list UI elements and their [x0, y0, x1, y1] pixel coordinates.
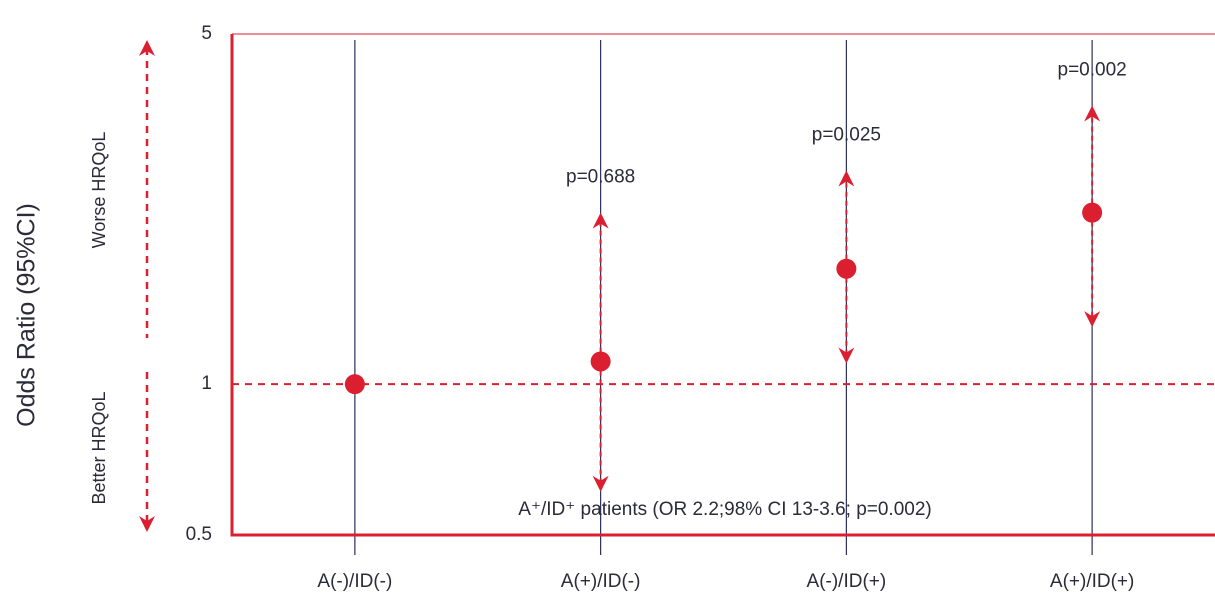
x-tick-label: A(+)/ID(-)	[561, 571, 641, 592]
x-tick-label: A(-)/ID(+)	[807, 571, 887, 592]
point	[344, 374, 365, 395]
y-tick-label: 5	[201, 23, 212, 44]
y-tick-label: 1	[201, 373, 212, 394]
point	[1082, 202, 1103, 223]
p-label: p=0.002	[1058, 59, 1127, 80]
point	[836, 258, 857, 279]
point	[590, 351, 611, 372]
better-label: Better HRQoL	[89, 391, 109, 504]
x-tick-label: A(-)/ID(-)	[317, 571, 392, 592]
p-label: p=0.688	[566, 167, 635, 188]
y-axis-label: Odds Ratio (95%CI)	[13, 203, 41, 427]
p-label: p=0.025	[812, 125, 881, 146]
x-tick-label: A(+)/ID(+)	[1050, 571, 1134, 592]
y-tick-label: 0.5	[186, 524, 212, 545]
annotation: A⁺/ID⁺ patients (OR 2.2;98% CI 13-3.6; p…	[518, 499, 931, 520]
worse-label: Worse HRQoL	[89, 132, 109, 249]
